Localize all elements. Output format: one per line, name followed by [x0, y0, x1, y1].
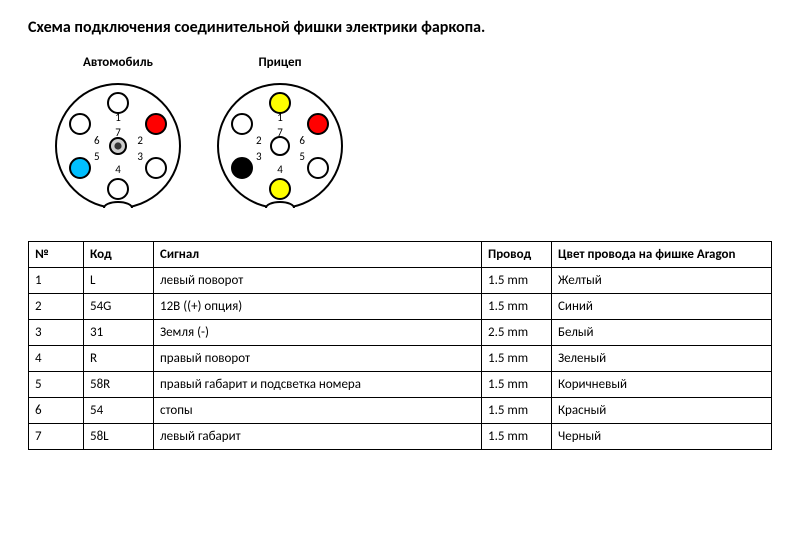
svg-text:3: 3	[256, 150, 262, 163]
cell-code: 54G	[84, 294, 154, 320]
th-wire: Провод	[482, 242, 552, 268]
cell-code: 54	[84, 398, 154, 424]
connector-car-svg: 1 2 3 4 5 6 7	[48, 76, 188, 216]
svg-text:2: 2	[256, 134, 262, 147]
cell-signal: левый габарит	[154, 424, 482, 450]
table-row: 558Rправый габарит и подсветка номера1.5…	[29, 372, 772, 398]
cell-wire: 1.5 mm	[482, 372, 552, 398]
cell-wire: 1.5 mm	[482, 346, 552, 372]
cell-num: 1	[29, 268, 84, 294]
cell-num: 3	[29, 320, 84, 346]
cell-signal: правый габарит и подсветка номера	[154, 372, 482, 398]
cell-code: L	[84, 268, 154, 294]
cell-num: 2	[29, 294, 84, 320]
svg-text:4: 4	[115, 163, 121, 176]
cell-color: Черный	[552, 424, 772, 450]
th-signal: Сигнал	[154, 242, 482, 268]
cell-num: 6	[29, 398, 84, 424]
cell-num: 5	[29, 372, 84, 398]
cell-code: 31	[84, 320, 154, 346]
cell-num: 4	[29, 346, 84, 372]
wiring-table: № Код Сигнал Провод Цвет провода на фишк…	[28, 241, 772, 450]
connector-car-label: Автомобиль	[83, 55, 153, 70]
cell-signal: стопы	[154, 398, 482, 424]
table-row: 758Lлевый габарит1.5 mmЧерный	[29, 424, 772, 450]
svg-text:2: 2	[137, 134, 143, 147]
cell-color: Желтый	[552, 268, 772, 294]
svg-text:7: 7	[115, 126, 121, 139]
table-row: 331Земля (-)2.5 mmБелый	[29, 320, 772, 346]
connector-trailer: Прицеп 1 2 3 4 5 6 7	[210, 55, 350, 216]
cell-signal: 12В ((+) опция)	[154, 294, 482, 320]
cell-color: Белый	[552, 320, 772, 346]
connector-trailer-svg: 1 2 3 4 5 6 7	[210, 76, 350, 216]
cell-wire: 1.5 mm	[482, 424, 552, 450]
cell-wire: 2.5 mm	[482, 320, 552, 346]
page-title: Схема подключения соединительной фишки э…	[28, 18, 772, 37]
svg-text:5: 5	[299, 150, 305, 163]
svg-text:7: 7	[277, 126, 283, 139]
svg-text:1: 1	[115, 111, 121, 124]
cell-signal: правый поворот	[154, 346, 482, 372]
connector-trailer-label: Прицеп	[258, 55, 301, 70]
connector-car: Автомобиль 1 2 3 4 5 6 7	[48, 55, 188, 216]
th-num: №	[29, 242, 84, 268]
cell-color: Зеленый	[552, 346, 772, 372]
cell-signal: левый поворот	[154, 268, 482, 294]
cell-color: Синий	[552, 294, 772, 320]
cell-num: 7	[29, 424, 84, 450]
cell-wire: 1.5 mm	[482, 294, 552, 320]
cell-color: Красный	[552, 398, 772, 424]
cell-wire: 1.5 mm	[482, 268, 552, 294]
table-row: 654стопы1.5 mmКрасный	[29, 398, 772, 424]
th-code: Код	[84, 242, 154, 268]
cell-code: 58R	[84, 372, 154, 398]
svg-text:6: 6	[299, 134, 305, 147]
th-color: Цвет провода на фишке Aragon	[552, 242, 772, 268]
cell-code: R	[84, 346, 154, 372]
cell-color: Коричневый	[552, 372, 772, 398]
cell-code: 58L	[84, 424, 154, 450]
table-row: 1Lлевый поворот1.5 mmЖелтый	[29, 268, 772, 294]
table-row: 4Rправый поворот1.5 mmЗеленый	[29, 346, 772, 372]
connector-diagrams: Автомобиль 1 2 3 4 5 6 7 Прицеп 1 2 3 4 5 6 7	[48, 55, 772, 216]
svg-text:3: 3	[137, 150, 143, 163]
cell-wire: 1.5 mm	[482, 398, 552, 424]
svg-text:1: 1	[277, 111, 283, 124]
table-row: 254G12В ((+) опция)1.5 mmСиний	[29, 294, 772, 320]
svg-text:5: 5	[94, 150, 100, 163]
svg-text:6: 6	[94, 134, 100, 147]
svg-text:4: 4	[277, 163, 283, 176]
cell-signal: Земля (-)	[154, 320, 482, 346]
table-header-row: № Код Сигнал Провод Цвет провода на фишк…	[29, 242, 772, 268]
